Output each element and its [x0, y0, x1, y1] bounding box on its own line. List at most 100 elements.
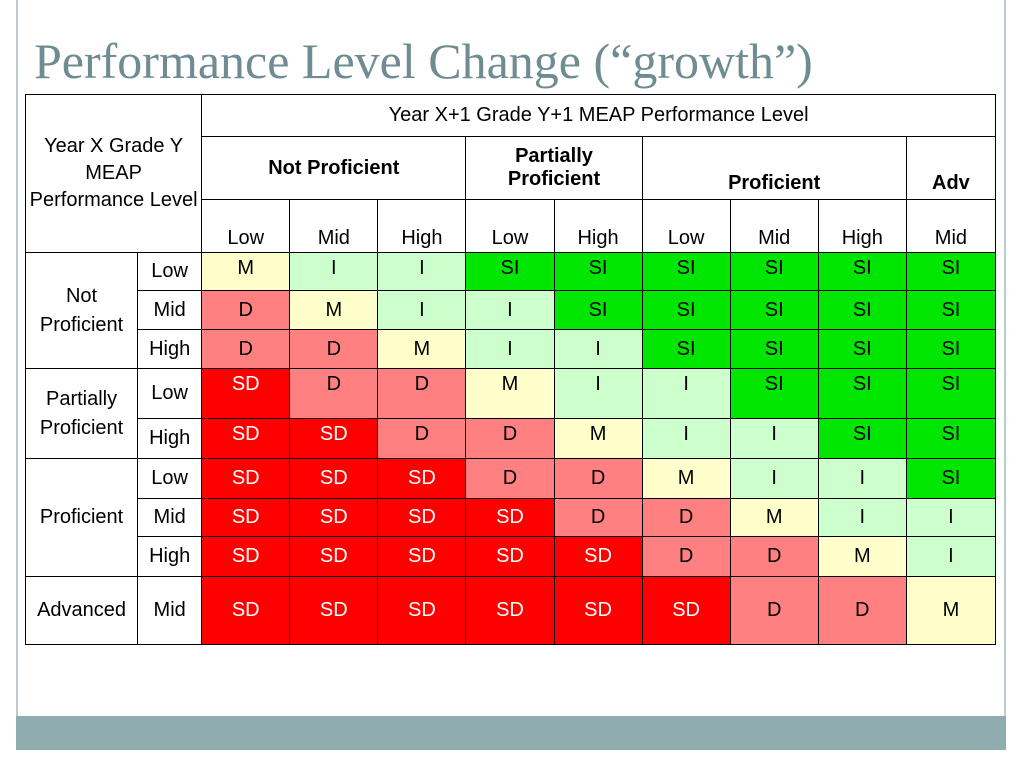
row-level-label: High: [137, 536, 203, 577]
matrix-cell: SI: [729, 290, 819, 330]
column-group-adv: Adv: [905, 136, 997, 200]
matrix-cell: SI: [641, 290, 731, 330]
next-year-header: Year X+1 Grade Y+1 MEAP Performance Leve…: [201, 94, 996, 137]
column-sub-2-high: High: [377, 199, 467, 253]
matrix-cell: M: [905, 576, 997, 645]
matrix-cell: SD: [201, 536, 291, 577]
matrix-cell: SI: [817, 290, 907, 330]
matrix-cell: D: [465, 418, 555, 459]
matrix-row-not-proficient-high: High D D M I I SI SI SI SI: [26, 329, 997, 369]
matrix-cell: I: [817, 498, 907, 537]
matrix-cell: SI: [641, 252, 731, 291]
matrix-cell: I: [553, 368, 643, 419]
matrix-row-partially-proficient-low: Partially Proficient Low SD D D M I I SI SI SI: [24, 368, 997, 459]
matrix-cell: SI: [729, 368, 819, 419]
matrix-cell: I: [905, 498, 997, 537]
column-group-not-proficient: Not Proficient: [201, 136, 467, 200]
row-level-label: Mid: [137, 576, 203, 645]
matrix-cell: I: [377, 290, 467, 330]
matrix-cell: SD: [201, 576, 291, 645]
matrix-cell: I: [377, 252, 467, 291]
matrix-cell: I: [641, 368, 731, 419]
row-level-label: Low: [137, 458, 203, 499]
matrix-row-partially-proficient-high: High SD SD D D M I I SI SI: [26, 418, 997, 459]
column-group-proficient: Proficient: [641, 136, 907, 200]
matrix-cell: SI: [553, 290, 643, 330]
matrix-cell: SD: [377, 498, 467, 537]
corner-header: Year X Grade Y MEAP Performance Level: [24, 94, 203, 253]
matrix-row-not-proficient-mid: Mid D M I I SI SI SI SI SI: [26, 290, 997, 330]
matrix-cell: I: [289, 252, 379, 291]
matrix-cell: SD: [289, 536, 379, 577]
matrix-cell: M: [729, 498, 819, 537]
matrix-cell: SD: [465, 576, 555, 645]
row-level-label: High: [137, 329, 203, 369]
matrix-cell: SD: [553, 576, 643, 645]
matrix-cell: SI: [905, 329, 997, 369]
column-group-partially-proficient: Partially Proficient: [465, 136, 643, 200]
row-level-label: High: [137, 418, 203, 459]
matrix-cell: SI: [729, 329, 819, 369]
matrix-cell: D: [201, 329, 291, 369]
header-row-top: Year X Grade Y MEAP Performance Level Ye…: [24, 94, 996, 253]
matrix-cell: SI: [905, 458, 997, 499]
matrix-cell: SD: [289, 458, 379, 499]
matrix-cell: SD: [377, 576, 467, 645]
matrix-cell: I: [465, 329, 555, 369]
matrix-cell: SD: [465, 498, 555, 537]
matrix-cell: D: [641, 536, 731, 577]
matrix-cell: I: [817, 458, 907, 499]
matrix-cell: SD: [289, 498, 379, 537]
matrix-cell: M: [465, 368, 555, 419]
matrix-cell: SI: [905, 368, 997, 419]
matrix-cell: SD: [289, 418, 379, 459]
row-group-proficient: Proficient: [24, 458, 139, 577]
row-level-label: Low: [137, 252, 203, 291]
row-level-label: Low: [137, 368, 203, 419]
matrix-cell: D: [553, 498, 643, 537]
matrix-cell: SD: [201, 368, 291, 419]
matrix-cell: SD: [641, 576, 731, 645]
matrix-row-advanced-mid: Advanced Mid SD SD SD SD SD SD D D M: [24, 576, 997, 645]
row-group-not-proficient: Not Proficient: [24, 252, 139, 369]
column-sub-1-mid: Mid: [289, 199, 379, 253]
matrix-cell: I: [729, 458, 819, 499]
matrix-row-not-proficient-low: Not Proficient Low M I I SI SI SI SI SI SI: [24, 252, 997, 369]
matrix-cell: SI: [817, 329, 907, 369]
slide-frame-left: [16, 0, 18, 720]
column-sub-4-high: High: [553, 199, 643, 253]
row-group-partially-proficient: Partially Proficient: [24, 368, 139, 459]
column-sub-8-mid: Mid: [905, 199, 997, 253]
matrix-row-proficient-low: Proficient Low SD SD SD D D M I I SI: [24, 458, 997, 577]
matrix-cell: I: [641, 418, 731, 459]
matrix-cell: SI: [553, 252, 643, 291]
matrix-cell: SI: [817, 252, 907, 291]
column-sub-5-low: Low: [641, 199, 731, 253]
matrix-cell: D: [553, 458, 643, 499]
matrix-cell: I: [729, 418, 819, 459]
column-sub-0-low: Low: [201, 199, 291, 253]
matrix-cell: SI: [817, 418, 907, 459]
matrix-cell: I: [553, 329, 643, 369]
growth-matrix-table: Year X Grade Y MEAP Performance Level Ye…: [24, 94, 997, 645]
matrix-row-proficient-mid: Mid SD SD SD SD D D M I I: [26, 498, 997, 537]
row-group-advanced: Advanced: [24, 576, 139, 645]
matrix-cell: SD: [465, 536, 555, 577]
column-sub-6-mid: Mid: [729, 199, 819, 253]
matrix-cell: D: [817, 576, 907, 645]
matrix-cell: I: [465, 290, 555, 330]
matrix-cell: SD: [201, 418, 291, 459]
matrix-cell: D: [377, 418, 467, 459]
row-level-label: Mid: [137, 290, 203, 330]
matrix-cell: D: [729, 576, 819, 645]
matrix-cell: SI: [817, 368, 907, 419]
matrix-cell: D: [377, 368, 467, 419]
matrix-cell: SD: [289, 576, 379, 645]
matrix-cell: M: [553, 418, 643, 459]
matrix-cell: M: [289, 290, 379, 330]
matrix-cell: SD: [201, 498, 291, 537]
column-sub-3-low: Low: [465, 199, 555, 253]
slide-footer-bar: [16, 716, 1006, 750]
matrix-cell: D: [289, 329, 379, 369]
column-group-row: Not Proficient Partially Proficient Profic…: [26, 136, 997, 200]
